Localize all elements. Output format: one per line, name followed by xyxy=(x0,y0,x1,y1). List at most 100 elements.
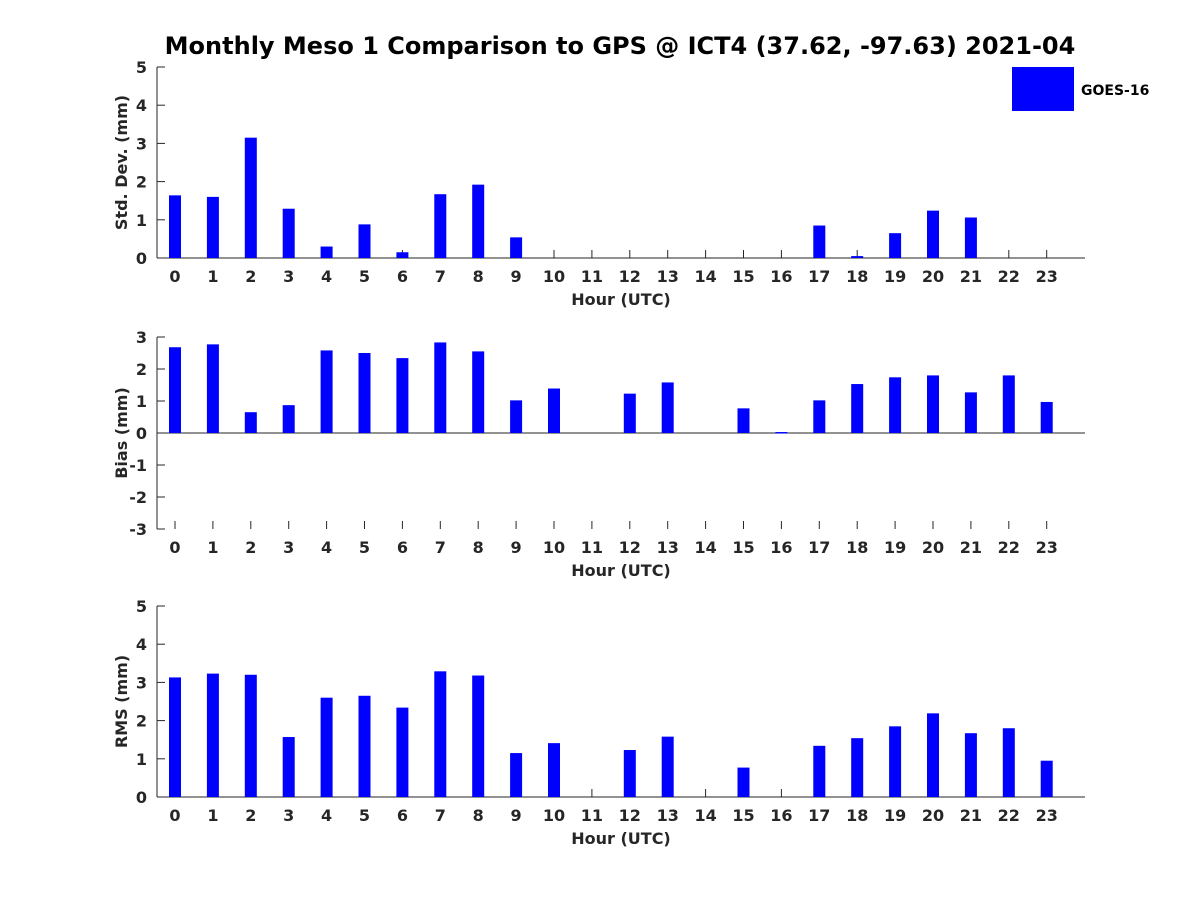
bar xyxy=(889,233,902,258)
x-tick-label: 21 xyxy=(960,806,982,825)
bar xyxy=(396,358,409,433)
x-tick-label: 10 xyxy=(543,806,565,825)
x-axis-label: Hour (UTC) xyxy=(571,561,671,580)
x-tick-label: 15 xyxy=(732,538,754,557)
x-tick-label: 23 xyxy=(1036,806,1058,825)
x-tick-label: 10 xyxy=(543,267,565,286)
bar xyxy=(964,392,977,433)
bar xyxy=(889,377,902,433)
bar xyxy=(661,382,674,433)
y-tick-label: 5 xyxy=(136,597,147,616)
bar xyxy=(1040,401,1053,433)
x-tick-label: 9 xyxy=(511,806,522,825)
bar xyxy=(396,707,409,797)
x-tick-label: 15 xyxy=(732,806,754,825)
bar xyxy=(548,388,560,433)
x-tick-label: 2 xyxy=(245,538,256,557)
y-axis-label: RMS (mm) xyxy=(112,655,131,748)
bar xyxy=(206,196,219,258)
bar xyxy=(889,726,902,797)
bar xyxy=(510,237,523,258)
y-tick-label: 4 xyxy=(136,96,147,115)
x-tick-label: 8 xyxy=(473,267,484,286)
chart-title: Monthly Meso 1 Comparison to GPS @ ICT4 … xyxy=(165,32,1076,60)
x-tick-label: 12 xyxy=(619,267,641,286)
bar xyxy=(358,224,371,258)
bar xyxy=(472,675,485,797)
x-tick-label: 14 xyxy=(694,806,716,825)
x-tick-label: 18 xyxy=(846,267,868,286)
y-tick-label: 3 xyxy=(136,134,147,153)
bar xyxy=(813,400,826,433)
x-tick-label: 8 xyxy=(473,806,484,825)
x-tick-label: 23 xyxy=(1036,267,1058,286)
bar xyxy=(282,208,295,258)
y-tick-label: 1 xyxy=(136,211,147,230)
x-tick-label: 1 xyxy=(207,267,218,286)
y-tick-label: 2 xyxy=(136,173,147,192)
x-tick-label: 3 xyxy=(283,267,294,286)
bar xyxy=(510,400,523,433)
x-tick-label: 17 xyxy=(808,806,830,825)
y-tick-label: 3 xyxy=(136,328,147,347)
bar xyxy=(964,217,977,258)
bar xyxy=(206,344,219,433)
x-tick-label: 12 xyxy=(619,806,641,825)
bar xyxy=(927,375,939,433)
x-tick-label: 15 xyxy=(732,267,754,286)
x-tick-label: 13 xyxy=(657,538,679,557)
y-axis-label: Std. Dev. (mm) xyxy=(112,95,131,230)
y-tick-label: 2 xyxy=(136,712,147,731)
bar xyxy=(244,412,257,433)
bar xyxy=(434,671,447,797)
x-axis-label: Hour (UTC) xyxy=(571,829,671,848)
x-tick-label: 20 xyxy=(922,267,944,286)
x-tick-label: 3 xyxy=(283,538,294,557)
x-tick-label: 5 xyxy=(359,538,370,557)
bar xyxy=(813,225,826,258)
x-tick-label: 12 xyxy=(619,538,641,557)
x-tick-label: 19 xyxy=(884,267,906,286)
bar xyxy=(510,753,523,797)
bar xyxy=(851,738,864,797)
bar xyxy=(661,736,674,797)
bar xyxy=(169,677,181,797)
x-axis-label: Hour (UTC) xyxy=(571,290,671,309)
bar xyxy=(169,195,181,258)
legend-swatch xyxy=(1012,67,1074,111)
x-tick-label: 9 xyxy=(511,538,522,557)
x-tick-label: 3 xyxy=(283,806,294,825)
x-tick-label: 9 xyxy=(511,267,522,286)
x-tick-label: 18 xyxy=(846,806,868,825)
x-tick-label: 0 xyxy=(169,538,180,557)
bar xyxy=(320,697,333,797)
x-tick-label: 1 xyxy=(207,806,218,825)
bar xyxy=(434,194,447,258)
x-tick-label: 2 xyxy=(245,267,256,286)
bar xyxy=(1002,375,1015,433)
y-tick-label: -2 xyxy=(129,488,147,507)
bar xyxy=(169,347,181,433)
x-tick-label: 17 xyxy=(808,538,830,557)
x-tick-label: 6 xyxy=(397,538,408,557)
x-tick-label: 4 xyxy=(321,806,332,825)
bar xyxy=(472,184,485,258)
legend: GOES-16 xyxy=(1012,67,1149,111)
x-tick-label: 17 xyxy=(808,267,830,286)
bar xyxy=(737,408,750,433)
x-tick-label: 1 xyxy=(207,538,218,557)
x-tick-label: 18 xyxy=(846,538,868,557)
bar xyxy=(851,256,864,258)
x-tick-label: 23 xyxy=(1036,538,1058,557)
bar xyxy=(282,737,295,797)
y-tick-label: -1 xyxy=(129,456,147,475)
y-tick-label: 0 xyxy=(136,788,147,807)
x-tick-label: 11 xyxy=(581,806,603,825)
y-tick-label: 0 xyxy=(136,249,147,268)
x-tick-label: 22 xyxy=(998,538,1020,557)
bar xyxy=(927,210,939,258)
y-tick-label: -3 xyxy=(129,520,147,539)
